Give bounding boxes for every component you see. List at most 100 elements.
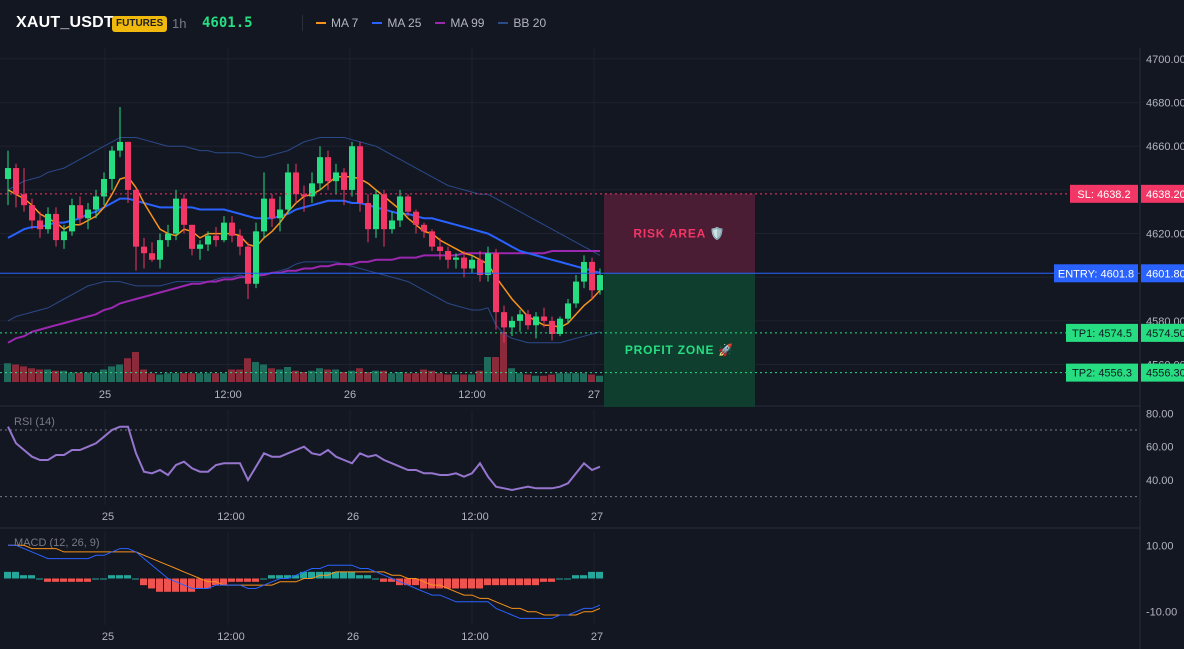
macd-histogram-bar (60, 578, 67, 582)
volume-bar (116, 364, 123, 382)
macd-histogram-bar (108, 575, 115, 579)
timeframe-selector[interactable]: 1h (172, 16, 187, 31)
candle-body (165, 233, 171, 241)
macd-histogram-bar (428, 578, 435, 589)
legend-bb20-swatch (498, 22, 509, 24)
volume-bar (428, 370, 435, 382)
macd-histogram-bar (132, 578, 139, 580)
legend-ma7[interactable]: MA 7 (316, 16, 358, 30)
time-label: 12:00 (461, 631, 489, 643)
macd-histogram-bar (460, 578, 467, 589)
volume-bar (284, 367, 291, 382)
volume-bar (12, 364, 19, 382)
volume-bar (436, 373, 443, 382)
macd-histogram-bar (580, 575, 587, 579)
chart-header: XAUT_USDT FUTURES 1h 4601.5 MA 7 MA 25 M… (0, 0, 1184, 48)
candle-body (221, 222, 227, 241)
macd-histogram-bar (380, 578, 387, 582)
candle-body (413, 211, 419, 225)
legend-ma25[interactable]: MA 25 (372, 16, 421, 30)
macd-histogram-bar (308, 571, 315, 579)
risk-area-box (604, 193, 755, 274)
volume-bar (404, 373, 411, 382)
macd-histogram-bar (172, 578, 179, 592)
macd-histogram-bar (484, 578, 491, 586)
candle-body (445, 251, 451, 260)
volume-bar (108, 366, 115, 382)
candle-body (389, 220, 395, 230)
macd-histogram-bar (300, 571, 307, 579)
volume-bar (308, 370, 315, 382)
candle-body (253, 231, 259, 284)
legend-bb20[interactable]: BB 20 (498, 16, 546, 30)
candle-body (53, 213, 59, 241)
macd-histogram-bar (116, 575, 123, 579)
volume-bar (356, 368, 363, 382)
volume-bar (292, 370, 299, 382)
macd-axis-label: -10.00 (1146, 607, 1177, 619)
price-axis-label: 4680.00 (1146, 98, 1184, 110)
time-label: 12:00 (217, 631, 245, 643)
rsi-panel: RSI (14) 80.00 60.00 40.00 (0, 408, 1174, 498)
candle-body (533, 316, 539, 326)
candle-body (557, 318, 563, 334)
candle-body (61, 231, 67, 241)
candle-body (509, 320, 515, 328)
risk-area-label: RISK AREA 🛡️ (633, 227, 725, 241)
volume-bar (556, 373, 563, 382)
candle-body (301, 194, 307, 197)
candle-body (277, 209, 283, 219)
candle-body (189, 224, 195, 249)
candle-body (245, 246, 251, 284)
macd-panel: MACD (12, 26, 9) 10.00 -10.00 (4, 537, 1177, 619)
profit-zone-label: PROFIT ZONE 🚀 (625, 343, 734, 357)
macd-histogram-bar (268, 575, 275, 579)
entry-tag-price-bg (1141, 264, 1184, 283)
candle-body (93, 196, 99, 210)
symbol-name[interactable]: XAUT_USDT (16, 14, 114, 31)
header-divider (302, 15, 303, 31)
macd-histogram-bar (420, 578, 427, 589)
sl-tag-price: 4638.20 (1146, 189, 1184, 201)
macd-histogram-bar (276, 575, 283, 579)
profit-zone-box (604, 273, 755, 407)
volume-bar (180, 373, 187, 382)
volume-bar (500, 332, 507, 382)
macd-histogram-bar (156, 578, 163, 592)
volume-bar (36, 369, 43, 382)
macd-histogram-bar (92, 578, 99, 580)
volume-bar (524, 374, 531, 382)
macd-histogram-bar (476, 578, 483, 589)
futures-badge: FUTURES (112, 16, 168, 32)
volume-bar (340, 372, 347, 382)
volume-bar (572, 373, 579, 382)
candle-body (285, 172, 291, 210)
legend-ma7-label: MA 7 (331, 16, 359, 30)
candle-body (477, 259, 483, 276)
price-axis-label: 4700.00 (1146, 54, 1184, 66)
volume-bar (420, 369, 427, 382)
legend-ma7-swatch (316, 22, 326, 24)
volume-bar (508, 368, 515, 382)
candle-body (373, 194, 379, 230)
legend-bb20-label: BB 20 (513, 16, 547, 30)
candle-body (573, 281, 579, 304)
tp2-tag-label: TP2: 4556.3 (1072, 368, 1132, 380)
macd-histogram-bar (188, 578, 195, 592)
candle-body (485, 253, 491, 276)
candle-body (173, 198, 179, 234)
chart-background (0, 48, 1184, 649)
volume-bar (588, 374, 595, 382)
macd-histogram-bar (284, 575, 291, 579)
volume-bar (564, 373, 571, 382)
candle-body (237, 235, 243, 247)
candle-body (541, 316, 547, 321)
candle-body (493, 253, 499, 313)
macd-histogram-bar (404, 578, 411, 586)
macd-histogram-bar (532, 578, 539, 586)
volume-bar (220, 373, 227, 382)
candle-body (589, 261, 595, 291)
candle-body (13, 168, 19, 195)
legend-ma99[interactable]: MA 99 (435, 16, 484, 30)
